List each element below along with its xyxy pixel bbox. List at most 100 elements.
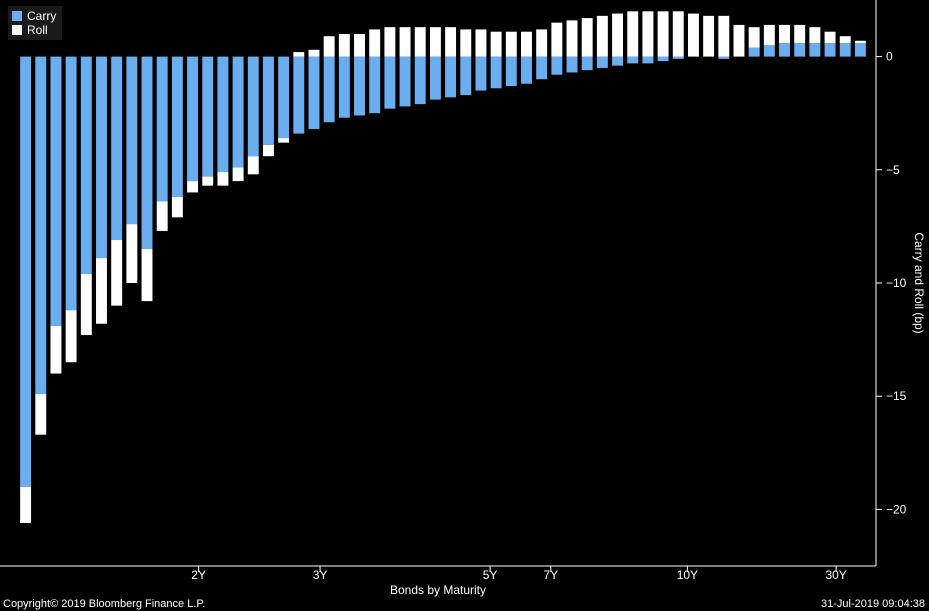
x-axis-title: Bonds by Maturity [390, 583, 486, 597]
roll-bar [733, 24, 745, 57]
roll-bar [338, 33, 350, 57]
roll-bar [278, 138, 290, 143]
carry-bar [505, 56, 517, 87]
carry-bar [490, 56, 502, 89]
carry-bar [35, 56, 47, 394]
x-axis-ticks: 2Y 3Y 5Y 7Y 10Y 30Y [191, 566, 847, 582]
carry-bar [566, 56, 578, 73]
carry-bar [293, 56, 305, 134]
roll-bar [308, 49, 320, 57]
legend: Carry Roll [8, 6, 63, 40]
carry-bar [612, 56, 624, 66]
carry-bar [384, 56, 396, 109]
carry-bar [232, 56, 244, 168]
carry-bar [126, 56, 138, 225]
roll-bar [794, 24, 806, 44]
roll-bar [96, 258, 107, 324]
carry-bar [323, 56, 335, 123]
carry-bar [854, 43, 866, 57]
carry-bar [187, 56, 199, 182]
carry-bar [839, 43, 851, 57]
x-tick-label: 3Y [313, 568, 328, 582]
roll-bar [475, 29, 487, 57]
carry-bar [156, 56, 168, 202]
carry-bar [581, 56, 593, 71]
carry-bar [111, 56, 123, 240]
roll-bar [20, 486, 32, 523]
y-tick-label: −5 [886, 163, 900, 177]
x-tick-label: 10Y [677, 568, 698, 582]
roll-bar [217, 172, 229, 186]
carry-bar [354, 56, 365, 116]
carry-bar [338, 56, 350, 118]
carry-bar [50, 56, 62, 327]
roll-bar [581, 18, 593, 57]
carry-bar [171, 56, 183, 197]
carry-bar [718, 56, 730, 59]
carry-bar [763, 45, 775, 57]
carry-bar [20, 56, 32, 487]
y-tick-label: −15 [886, 389, 907, 403]
roll-bar [505, 31, 517, 57]
carry-bar [262, 56, 274, 145]
carry-bar [96, 56, 107, 259]
roll-bar [551, 22, 563, 57]
legend-swatch-roll [12, 25, 22, 35]
carry-bar [475, 56, 487, 91]
roll-bar [323, 36, 335, 57]
roll-bar [187, 181, 199, 193]
roll-bar [854, 40, 866, 44]
legend-label-carry: Carry [27, 9, 57, 23]
roll-bar [763, 24, 775, 46]
carry-bar [794, 43, 806, 57]
roll-bar [429, 27, 441, 57]
carry-bar [672, 56, 684, 59]
roll-bar [536, 29, 548, 57]
roll-bar [657, 11, 669, 57]
roll-bar [718, 15, 730, 57]
roll-bar [141, 249, 153, 302]
roll-bar [35, 393, 47, 435]
carry-bar [521, 56, 532, 84]
bar-group [20, 11, 866, 523]
roll-bar [703, 15, 715, 57]
carry-bar [247, 56, 259, 157]
carry-bar [141, 56, 153, 250]
carry-bar [399, 56, 411, 107]
roll-bar [824, 31, 836, 44]
legend-item-roll: Roll [12, 23, 56, 37]
carry-bar [748, 47, 760, 57]
roll-bar [612, 13, 624, 57]
carry-bar [80, 56, 92, 274]
carry-bar [596, 56, 608, 68]
roll-bar [384, 27, 396, 57]
carry-bar [551, 56, 563, 75]
y-tick-label: 0 [886, 50, 893, 64]
carry-bar [460, 56, 472, 96]
roll-bar [111, 239, 123, 306]
roll-bar [80, 273, 92, 336]
roll-bar [566, 20, 578, 57]
roll-bar [521, 31, 532, 57]
y-tick-label: −20 [886, 502, 907, 516]
roll-bar [262, 144, 274, 157]
carry-bar [308, 56, 320, 130]
roll-bar [369, 29, 381, 57]
roll-bar [445, 27, 457, 57]
x-tick-label: 7Y [543, 568, 558, 582]
roll-bar [627, 11, 639, 57]
carry-bar [369, 56, 381, 114]
roll-bar [414, 27, 426, 57]
x-tick-label: 5Y [483, 568, 498, 582]
carry-bar [65, 56, 77, 311]
roll-bar [490, 31, 502, 57]
carry-bar [217, 56, 229, 173]
legend-item-carry: Carry [12, 9, 56, 23]
roll-bar [642, 11, 654, 57]
carry-bar [642, 56, 654, 64]
carry-bar [536, 56, 548, 80]
carry-bar [278, 56, 290, 139]
carry-bar [445, 56, 457, 98]
carry-bar [429, 56, 441, 100]
